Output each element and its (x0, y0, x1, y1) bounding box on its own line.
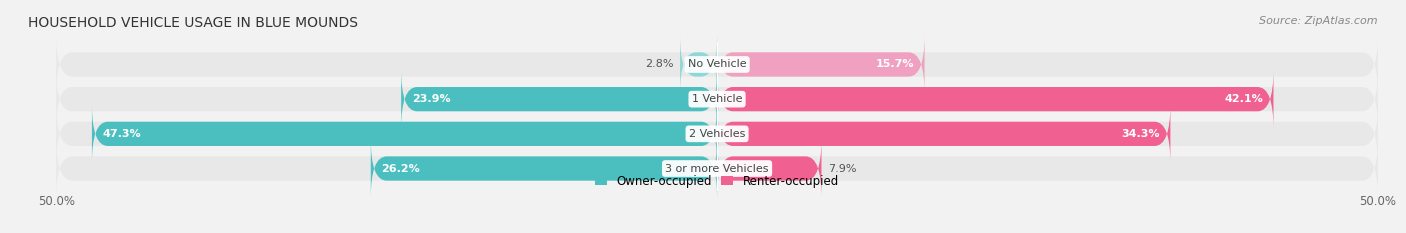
FancyBboxPatch shape (717, 139, 821, 198)
FancyBboxPatch shape (717, 70, 1274, 129)
Text: 47.3%: 47.3% (103, 129, 141, 139)
Text: 34.3%: 34.3% (1122, 129, 1160, 139)
Text: 3 or more Vehicles: 3 or more Vehicles (665, 164, 769, 174)
FancyBboxPatch shape (56, 104, 1378, 163)
Text: HOUSEHOLD VEHICLE USAGE IN BLUE MOUNDS: HOUSEHOLD VEHICLE USAGE IN BLUE MOUNDS (28, 16, 359, 30)
Text: Source: ZipAtlas.com: Source: ZipAtlas.com (1260, 16, 1378, 26)
Text: 2.8%: 2.8% (645, 59, 673, 69)
Text: 1 Vehicle: 1 Vehicle (692, 94, 742, 104)
FancyBboxPatch shape (401, 70, 717, 129)
FancyBboxPatch shape (717, 35, 925, 94)
FancyBboxPatch shape (371, 139, 717, 198)
Text: 26.2%: 26.2% (381, 164, 420, 174)
Text: 7.9%: 7.9% (828, 164, 856, 174)
Text: 23.9%: 23.9% (412, 94, 450, 104)
FancyBboxPatch shape (717, 104, 1170, 163)
Legend: Owner-occupied, Renter-occupied: Owner-occupied, Renter-occupied (591, 170, 844, 193)
FancyBboxPatch shape (56, 35, 1378, 94)
Text: 42.1%: 42.1% (1225, 94, 1263, 104)
Text: 2 Vehicles: 2 Vehicles (689, 129, 745, 139)
FancyBboxPatch shape (91, 104, 717, 163)
Text: No Vehicle: No Vehicle (688, 59, 747, 69)
FancyBboxPatch shape (681, 35, 717, 94)
FancyBboxPatch shape (56, 70, 1378, 129)
Text: 15.7%: 15.7% (876, 59, 914, 69)
FancyBboxPatch shape (56, 139, 1378, 198)
